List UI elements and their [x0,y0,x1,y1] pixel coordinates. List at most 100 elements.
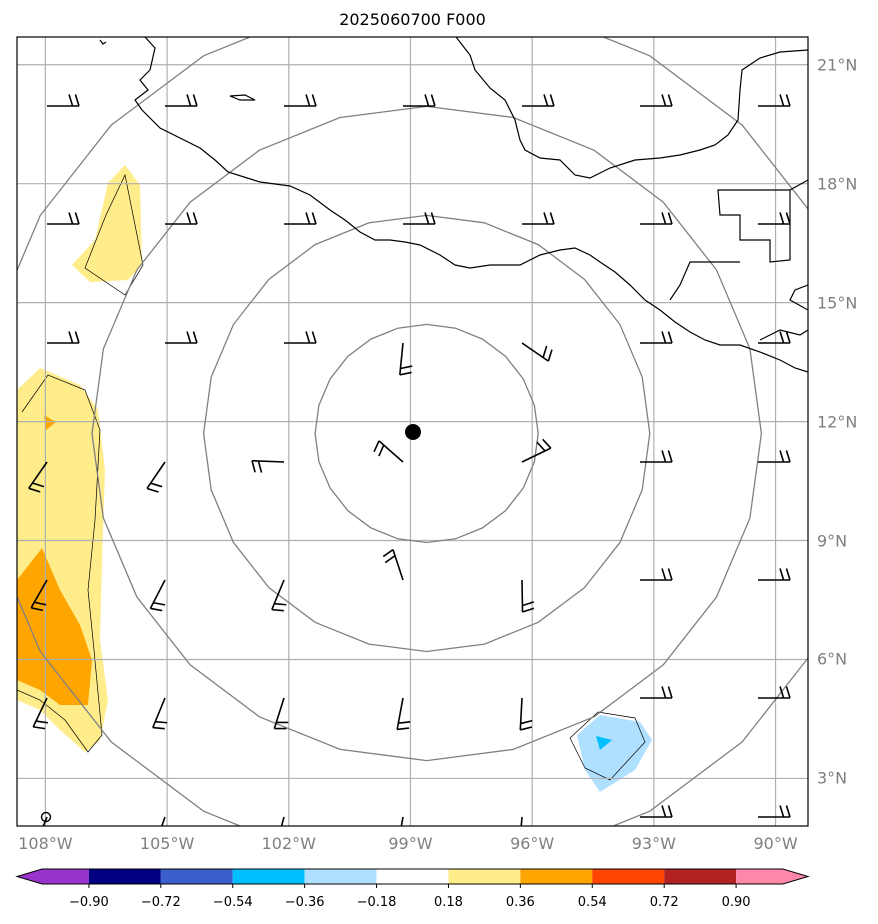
wind-barb [271,579,287,612]
wind-barb [161,816,166,826]
colorbar-segment [160,869,233,884]
wind-barb [165,331,198,344]
colorbar-segment [17,869,89,884]
wind-barb [165,212,198,225]
wind-barb [521,438,552,463]
coastline-yucatan-border [717,179,808,263]
colorbar-segment [376,869,449,884]
wind-barb [47,212,80,225]
wind-barb [758,331,791,344]
latitude-tick-label: 18°N [817,174,858,194]
wind-barb [399,342,413,376]
colorbar-segment [736,869,808,884]
wind-barb [520,816,523,826]
colorbar-tick-label: 0.36 [505,895,535,910]
range-ring [202,214,651,653]
wind-barb [758,805,791,818]
contour-west [17,374,103,753]
colorbar-outline [15,868,810,885]
wind-barb [640,212,673,225]
positive-anomaly-region-north [72,165,142,282]
colorbar-tick-label: 0.72 [649,895,679,910]
wind-barb [640,94,673,107]
wind-barb [403,94,436,107]
wind-barb [640,331,673,344]
wind-barb [152,697,168,730]
colorbar-tick-label: −0.18 [356,895,397,910]
wind-barb [640,568,673,581]
colorbar-tick-label: 0.18 [433,895,463,910]
negative-anomaly-region [577,715,652,792]
colorbar-segment [88,869,161,884]
longitude-tick-label: 102°W [261,834,316,853]
wind-barb [522,212,555,225]
wind-barb [521,579,535,613]
colorbar-segment [664,869,737,884]
longitude-tick-label: 105°W [139,834,195,853]
colorbar-tick-label: −0.36 [284,895,325,910]
wind-barb [280,816,285,826]
strong-positive-anomaly-region [17,548,92,705]
range-rings [17,37,808,826]
wind-barb [640,805,673,818]
colorbar-tick-label: −0.90 [68,895,109,910]
range-ring [17,37,808,826]
wind-barb [47,331,80,344]
wind-barb [273,697,289,730]
longitude-tick-label: 108°W [18,834,73,853]
wind-barb [403,212,436,225]
colorbar-segment [520,869,593,884]
wind-barb [47,94,80,107]
strong-negative-anomaly-spot [596,736,612,750]
range-ring [314,323,539,544]
coastlines [99,37,808,373]
contour-lines [17,173,646,781]
latitude-tick-label: 21°N [817,55,858,75]
wind-barb [149,579,166,612]
contour-negative [569,711,646,781]
longitude-tick-label: 96°W [510,834,555,853]
wind-barb [521,342,553,362]
map-title: 2025060700 F000 [339,10,486,29]
plot-frame [16,36,809,827]
wind-barb [758,212,791,225]
wind-barb [28,461,48,493]
wind-barb [146,461,166,493]
island-coast-small [229,94,256,101]
wind-barb [758,450,791,463]
coastline-central-america [669,261,808,341]
wind-barb [396,697,411,731]
graticule [17,37,808,826]
wind-barb [758,568,791,581]
wind-barb [640,450,673,463]
coastline-gulf [455,37,808,179]
coastline-mexico-pacific [134,37,808,373]
colorbar-tick-label: 0.54 [577,895,607,910]
latitude-tick-label: 6°N [817,649,848,669]
latitude-tick-label: 3°N [817,768,848,788]
wind-barb [373,440,404,463]
longitude-tick-label: 99°W [388,834,433,853]
wind-barb [522,94,555,107]
latitude-tick-label: 12°N [817,412,858,432]
strong-positive-anomaly-spot [44,415,56,430]
small-island-marker [40,811,52,823]
colorbar-segment [592,869,665,884]
wind-barb [284,94,317,107]
latitude-tick-label: 9°N [817,531,848,551]
wind-barb [30,579,48,612]
colorbar [15,868,810,888]
wind-barb [251,459,285,473]
wind-barb [400,816,404,826]
contour-north [84,173,144,296]
wind-barb [758,94,791,107]
colorbar-tick-label: −0.72 [140,895,181,910]
wind-barb [640,686,673,699]
wind-barb [284,212,317,225]
range-ring [91,105,763,762]
colorbar-segment [232,869,305,884]
latitude-tick-label: 15°N [817,293,858,313]
wind-barb [758,686,791,699]
wind-barbs [28,94,791,826]
